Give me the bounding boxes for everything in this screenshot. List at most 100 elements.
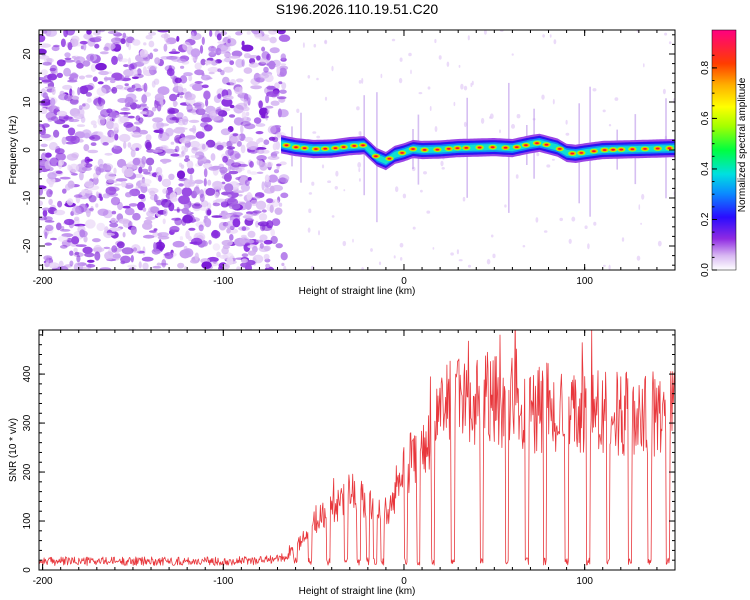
noise-blob <box>84 163 93 168</box>
noise-blob <box>272 136 279 143</box>
noise-blob <box>141 94 148 104</box>
noise-blob <box>228 114 236 118</box>
faint-blob <box>399 57 403 62</box>
faint-blob <box>434 38 437 44</box>
signal-hotspot-core <box>464 147 469 149</box>
noise-blob <box>135 87 143 92</box>
noise-blob <box>97 81 104 85</box>
noise-blob <box>151 248 161 255</box>
noise-blob <box>114 218 119 224</box>
faint-blob <box>499 129 501 134</box>
noise-blob <box>119 112 131 115</box>
noise-blob <box>85 92 92 97</box>
faint-blob <box>643 63 645 68</box>
noise-blob <box>92 238 101 243</box>
spectrogram-y-tick-label: 20 <box>22 48 33 60</box>
noise-blob <box>69 98 79 105</box>
noise-blob <box>61 136 67 145</box>
faint-blob <box>391 38 396 42</box>
noise-blob <box>223 172 232 182</box>
faint-blob <box>641 193 645 200</box>
noise-blob <box>198 224 204 232</box>
noise-blob <box>220 44 231 54</box>
noise-blob <box>123 64 129 68</box>
noise-blob <box>183 72 193 77</box>
noise-blob <box>257 137 264 143</box>
noise-blob <box>78 105 83 110</box>
noise-blob <box>250 199 259 206</box>
snr-y-axis-label: SNR (10 * v/v) <box>8 418 19 482</box>
noise-blob <box>62 124 70 128</box>
noise-blob <box>224 57 231 63</box>
signal-hotspot-core <box>592 150 596 153</box>
noise-blob <box>143 110 152 116</box>
noise-blob <box>61 233 74 238</box>
noise-blob <box>226 146 236 150</box>
noise-blob <box>244 136 254 143</box>
noise-blob <box>279 67 287 77</box>
colorbar-tick-label: 0.2 <box>700 212 711 226</box>
noise-blob <box>158 131 170 142</box>
noise-blob <box>129 69 138 77</box>
noise-blob <box>41 123 50 128</box>
noise-blob <box>73 262 84 270</box>
noise-blob <box>39 166 43 174</box>
noise-blob <box>131 76 139 80</box>
noise-blob <box>259 242 264 249</box>
noise-blob <box>55 170 63 174</box>
faint-blob <box>640 222 642 225</box>
noise-blob <box>39 34 46 43</box>
noise-blob <box>143 219 153 225</box>
noise-blob <box>183 248 194 258</box>
noise-blob <box>208 47 216 56</box>
noise-blob <box>105 186 117 196</box>
noise-blob <box>42 61 52 66</box>
snr-panel: -200 -100 0 100 0 100 200 300 400 Height of str… <box>8 329 676 597</box>
signal-hotspot-core <box>477 146 482 149</box>
noise-blob <box>71 96 80 100</box>
noise-blob <box>53 44 60 48</box>
faint-blob <box>308 208 312 214</box>
faint-blob <box>441 167 445 170</box>
faint-blob <box>463 121 467 128</box>
noise-blob <box>95 203 99 208</box>
signal-hotspot-core <box>411 148 415 150</box>
noise-blob <box>43 255 53 261</box>
noise-blob <box>271 199 280 207</box>
noise-blob <box>148 40 155 48</box>
colorbar-ticks: 0.0 0.2 0.4 0.6 0.8 <box>700 54 717 277</box>
noise-blob <box>39 187 44 196</box>
noise-blob <box>232 133 239 137</box>
noise-blob <box>138 166 143 174</box>
noise-blob <box>172 240 185 248</box>
noise-blob <box>145 34 153 40</box>
noise-blob <box>255 220 259 228</box>
noise-blob <box>99 51 109 55</box>
noise-blob <box>177 262 185 269</box>
noise-blob <box>111 37 122 44</box>
noise-blob <box>246 217 254 221</box>
noise-blob <box>174 77 182 84</box>
noise-blob <box>201 261 212 270</box>
noise-blob <box>63 67 71 77</box>
noise-blob <box>191 56 198 61</box>
noise-blob <box>56 72 64 78</box>
signal-hotspot-core <box>374 155 378 158</box>
noise-blob <box>268 174 278 183</box>
noise-blob <box>212 243 221 251</box>
noise-blob <box>122 231 126 238</box>
noise-blob <box>50 237 57 241</box>
noise-blob <box>149 190 156 197</box>
noise-blob <box>255 200 267 210</box>
noise-blob <box>190 155 200 158</box>
faint-blob <box>398 77 403 84</box>
noise-blob <box>224 197 237 203</box>
noise-blob <box>158 128 164 134</box>
noise-blob <box>241 59 245 67</box>
noise-blob <box>83 235 88 243</box>
noise-blob <box>174 81 179 90</box>
noise-blob <box>156 103 162 112</box>
noise-blob <box>188 179 195 187</box>
signal-hotspot-core <box>333 147 338 150</box>
faint-blob <box>621 237 625 242</box>
